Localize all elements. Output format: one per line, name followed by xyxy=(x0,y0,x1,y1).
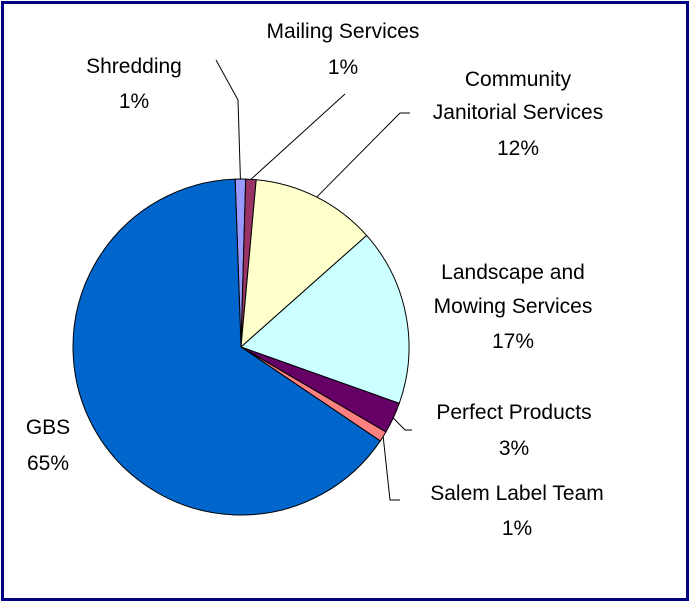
leader-lines xyxy=(215,59,412,501)
slice-value-salem-label-team: 1% xyxy=(502,517,532,540)
leader-line-perfect-products xyxy=(392,417,412,431)
pie-slice-gbs xyxy=(72,178,381,516)
slice-label-community-line1: Community xyxy=(465,68,572,91)
slice-value-mailing-services: 1% xyxy=(328,56,358,79)
pie-slice-landscape-and-mowing-services xyxy=(240,234,410,404)
slice-label-landscape-line1: Landscape and xyxy=(441,261,585,284)
slice-label-gbs: GBS xyxy=(26,416,70,439)
slice-labels: Shredding 1% Mailing Services 1% Communi… xyxy=(26,20,604,540)
slice-label-salem-label-team: Salem Label Team xyxy=(430,482,604,505)
pie-slices xyxy=(72,178,410,516)
slice-value-perfect-products: 3% xyxy=(499,437,529,460)
slice-value-landscape: 17% xyxy=(492,330,534,353)
slice-label-landscape-line2: Mowing Services xyxy=(434,295,593,318)
slice-value-shredding: 1% xyxy=(119,90,149,113)
slice-value-gbs: 65% xyxy=(27,452,69,475)
leader-line-shredding xyxy=(215,59,241,180)
leader-line-community-janitorial-services xyxy=(316,112,410,198)
leader-line-mailing-services xyxy=(250,93,346,180)
leader-line-salem-label-team xyxy=(382,436,400,501)
slice-value-community-janitorial: 12% xyxy=(497,137,539,160)
slice-label-shredding: Shredding xyxy=(86,55,182,78)
slice-label-community-line2: Janitorial Services xyxy=(433,101,603,124)
slice-label-mailing-services: Mailing Services xyxy=(267,20,420,43)
slice-label-perfect-products: Perfect Products xyxy=(436,401,591,424)
